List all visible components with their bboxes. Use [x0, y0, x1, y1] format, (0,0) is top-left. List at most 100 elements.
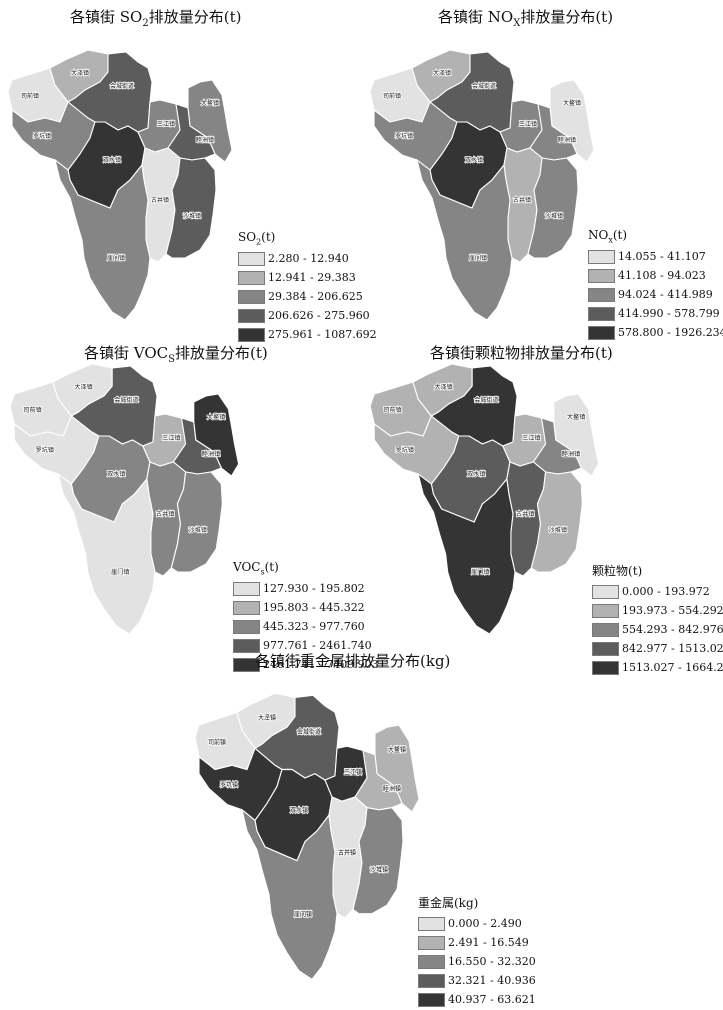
- town-label: 沙堆镇: [545, 212, 563, 220]
- legend-label: 0.000 - 193.972: [622, 585, 710, 598]
- legend-swatch: [418, 916, 445, 931]
- town-label: 双水镇: [107, 470, 125, 478]
- town-label: 司前镇: [21, 92, 39, 100]
- legend-swatch: [238, 270, 265, 285]
- legend-item: 977.761 - 2461.740: [233, 636, 379, 655]
- panel-nox: 各镇街 NOX排放量分布(t) 司前镇 大泽镇 会城街道 罗坑镇 三江镇 大鳌镇 睦洲镇 双水…: [360, 0, 723, 340]
- legend-label: 29.384 - 206.625: [268, 290, 363, 304]
- panel-title: 各镇街 SO2排放量分布(t): [70, 8, 242, 29]
- legend-item: 193.973 - 554.292: [592, 601, 723, 620]
- legend-item: 32.321 - 40.936: [418, 971, 536, 990]
- legend-label: 275.961 - 1087.692: [268, 328, 377, 342]
- legend-swatch: [418, 954, 445, 969]
- town-label: 大泽镇: [71, 69, 89, 77]
- legend-item: 12.941 - 29.383: [238, 268, 377, 287]
- panel-title: 各镇街 NOX排放量分布(t): [438, 8, 614, 29]
- legend-swatch: [233, 581, 260, 596]
- legend-item: 14.055 - 41.107: [588, 247, 723, 266]
- legend-swatch: [588, 287, 615, 302]
- legend-item: 0.000 - 2.490: [418, 914, 536, 933]
- legend-swatch: [588, 268, 615, 283]
- town-label: 三江镇: [162, 434, 180, 442]
- legend-label: 127.930 - 195.802: [263, 582, 365, 596]
- town-label: 会城街道: [472, 82, 496, 90]
- legend-swatch: [238, 251, 265, 266]
- town-label: 大泽镇: [258, 714, 276, 722]
- town-label: 罗坑镇: [396, 446, 414, 454]
- legend-swatch: [233, 638, 260, 653]
- legend-title: 重金属(kg): [418, 896, 479, 910]
- panel-title: 各镇街重金属排放量分布(kg): [255, 652, 451, 670]
- town-label: 大鳌镇: [567, 413, 585, 421]
- town-label: 睦洲镇: [558, 136, 576, 144]
- town-label: 大鳌镇: [388, 745, 406, 753]
- legend-item: 127.930 - 195.802: [233, 579, 379, 598]
- panel-pm: 各镇街颗粒物排放量分布(t) 司前镇 大泽镇 会城街道 罗坑镇 三江镇 大鳌镇 睦洲镇 双水镇…: [360, 338, 723, 675]
- town-label: 三江镇: [157, 120, 175, 128]
- legend: 颗粒物(t) 0.000 - 193.972 193.973 - 554.292 55…: [592, 562, 723, 677]
- legend: SO2(t) 2.280 - 12.940 12.941 - 29.383 29.38…: [238, 230, 377, 344]
- legend-item: 195.803 - 445.322: [233, 598, 379, 617]
- legend-item: 275.961 - 1087.692: [238, 325, 377, 344]
- legend-item: 1513.027 - 1664.225: [592, 658, 723, 677]
- legend-swatch: [418, 992, 445, 1007]
- legend-item: 40.937 - 63.621: [418, 990, 536, 1009]
- legend-label: 14.055 - 41.107: [618, 250, 706, 264]
- town-label: 古井镇: [156, 510, 174, 518]
- legend-swatch: [233, 600, 260, 615]
- town-label: 司前镇: [383, 92, 401, 100]
- legend-item: 0.000 - 193.972: [592, 582, 723, 601]
- legend-title: 颗粒物(t): [592, 564, 643, 578]
- legend-label: 445.323 - 977.760: [263, 620, 365, 634]
- town-label: 大鳌镇: [563, 99, 581, 107]
- legend-label: 32.321 - 40.936: [448, 974, 536, 987]
- legend-title: VOCs(t): [233, 560, 279, 577]
- legend-swatch: [592, 584, 619, 599]
- town-label: 崖门镇: [469, 254, 487, 262]
- legend-swatch: [592, 622, 619, 637]
- legend-label: 0.000 - 2.490: [448, 917, 522, 930]
- legend-swatch: [233, 657, 260, 672]
- legend-item: 2.280 - 12.940: [238, 249, 377, 268]
- legend-swatch: [592, 660, 619, 675]
- town-label: 沙堆镇: [370, 865, 388, 873]
- legend-label: 193.973 - 554.292: [622, 604, 723, 617]
- legend-swatch: [418, 935, 445, 950]
- town-label: 双水镇: [103, 156, 121, 164]
- town-label: 崖门镇: [111, 568, 129, 576]
- legend-label: 842.977 - 1513.026: [622, 642, 723, 655]
- legend-label: 578.800 - 1926.234: [618, 326, 723, 340]
- town-label: 司前镇: [208, 738, 226, 746]
- town-label: 三江镇: [344, 768, 362, 776]
- legend-label: 554.293 - 842.976: [622, 623, 723, 636]
- town-label: 古井镇: [513, 196, 531, 204]
- legend-label: 2461.741 - 7409.903: [263, 658, 379, 672]
- legend-label: 16.550 - 32.320: [448, 955, 536, 968]
- legend-item: 29.384 - 206.625: [238, 287, 377, 306]
- town-label: 崖门镇: [471, 568, 489, 576]
- legend-label: 414.990 - 578.799: [618, 307, 720, 321]
- town-label: 崖门镇: [294, 910, 312, 918]
- panel-title: 各镇街 VOCS排放量分布(t): [84, 344, 268, 365]
- town-label: 大鳌镇: [201, 99, 219, 107]
- legend-item: 2461.741 - 7409.903: [233, 655, 379, 674]
- town-label: 罗坑镇: [36, 446, 54, 454]
- legend-swatch: [588, 249, 615, 264]
- legend-label: 40.937 - 63.621: [448, 993, 536, 1006]
- town-label: 会城街道: [474, 396, 498, 404]
- legend-label: 2.280 - 12.940: [268, 252, 349, 266]
- legend-item: 206.626 - 275.960: [238, 306, 377, 325]
- town-label: 双水镇: [465, 156, 483, 164]
- town-label: 双水镇: [290, 806, 308, 814]
- legend-item: 414.990 - 578.799: [588, 304, 723, 323]
- legend-label: 206.626 - 275.960: [268, 309, 370, 323]
- panel-so2: 各镇街 SO2排放量分布(t) 司前镇 大泽镇 会城街道 罗坑镇 三江镇 大鳌镇 睦洲镇 双水…: [0, 0, 377, 342]
- town-label: 睦洲镇: [562, 450, 580, 458]
